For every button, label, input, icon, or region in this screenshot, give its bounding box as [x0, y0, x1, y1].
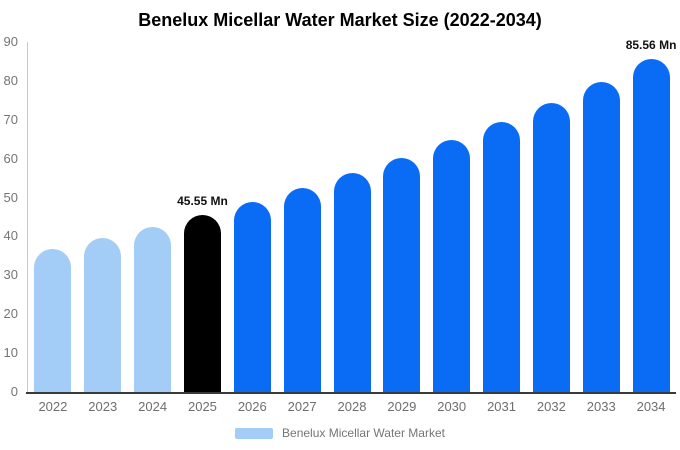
x-axis-tick-label: 2023 — [88, 399, 118, 414]
bar-2034 — [632, 59, 670, 392]
bar-2032 — [532, 102, 570, 392]
y-axis-tick-label: 80 — [3, 72, 18, 88]
bar-2031 — [483, 122, 521, 392]
y-axis-tick-label: 40 — [3, 228, 18, 244]
bar-2030 — [433, 140, 471, 392]
x-axis-tick-label: 2025 — [187, 399, 217, 414]
y-axis-tick-label: 20 — [3, 306, 18, 322]
y-axis-tick-label: 50 — [3, 189, 18, 205]
y-axis-line — [27, 42, 28, 394]
x-axis-tick-label: 2032 — [536, 399, 566, 414]
bar-2028 — [333, 173, 371, 392]
y-axis-tick-label: 90 — [3, 34, 18, 49]
bar-2029 — [383, 157, 421, 392]
bar-2033 — [582, 81, 620, 392]
y-axis-tick-label: 10 — [3, 345, 18, 361]
bar-2022 — [34, 248, 72, 392]
y-axis-tick-label: 0 — [10, 384, 18, 399]
bar-2026 — [233, 201, 271, 392]
y-axis-tick-label: 30 — [3, 267, 18, 283]
bar-2027 — [283, 188, 321, 392]
bar-2025 — [183, 214, 221, 392]
x-axis-tick-label: 2033 — [586, 399, 616, 414]
x-axis-tick-label: 2022 — [38, 399, 68, 414]
legend-series-label: Benelux Micellar Water Market — [282, 426, 445, 440]
x-axis-tick-label: 2034 — [636, 399, 666, 414]
x-axis-tick-label: 2029 — [387, 399, 417, 414]
x-axis-tick-label: 2027 — [287, 399, 317, 414]
y-axis-tick-label: 60 — [3, 150, 18, 166]
x-axis-line — [26, 392, 676, 394]
bar-value-label: 45.55 Mn — [177, 193, 228, 208]
chart-title: Benelux Micellar Water Market Size (2022… — [138, 10, 542, 30]
x-axis-tick-label: 2026 — [237, 399, 267, 414]
x-axis-tick-label: 2031 — [487, 399, 516, 414]
bar-2024 — [134, 226, 172, 392]
bar-2023 — [84, 238, 122, 392]
legend-swatch-icon — [235, 427, 274, 439]
x-axis-tick-label: 2024 — [138, 399, 168, 414]
bar-value-label: 85.56 Mn — [625, 38, 677, 53]
legend: Benelux Micellar Water Market — [0, 425, 680, 441]
x-axis-tick-label: 2028 — [337, 399, 367, 414]
y-axis-tick-label: 70 — [3, 111, 18, 127]
x-axis-tick-label: 2030 — [437, 399, 467, 414]
